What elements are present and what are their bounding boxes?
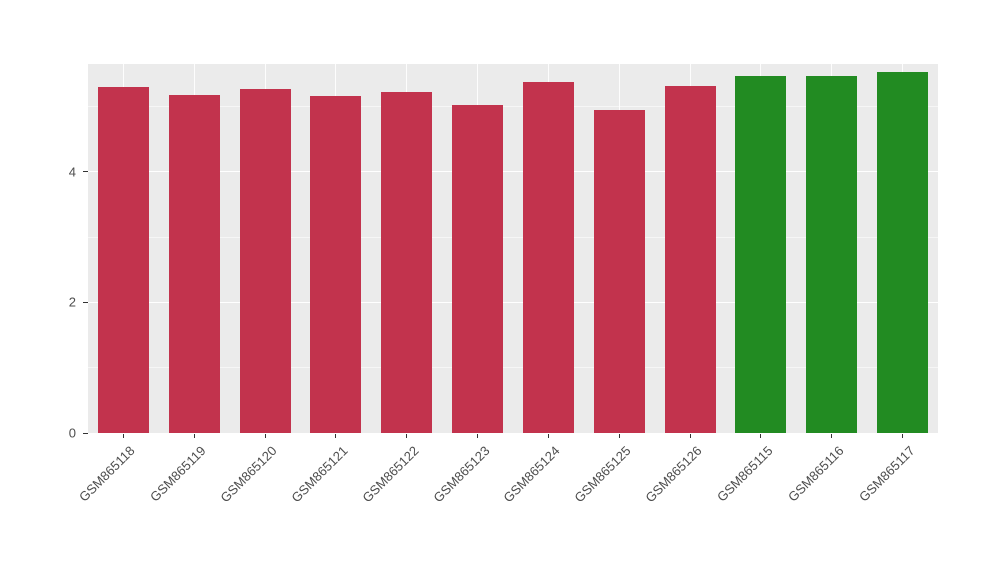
x-tick-label: GSM865116 — [784, 443, 847, 505]
gridline-minor — [88, 236, 938, 238]
x-tick-mark — [618, 433, 620, 438]
y-tick-mark — [83, 301, 88, 303]
plot-panel — [88, 64, 938, 434]
x-tick-label: GSM865124 — [500, 443, 564, 506]
gridline-major — [88, 171, 938, 173]
y-axis: 0 2 4 — [0, 64, 88, 441]
gridline-minor — [88, 367, 938, 369]
bar-GSM865119 — [168, 95, 220, 433]
x-tick-label: GSM865123 — [429, 443, 493, 506]
bar-GSM865115 — [735, 75, 787, 433]
bar-GSM865124 — [522, 82, 574, 433]
x-tick-mark — [760, 433, 762, 438]
x-tick-label: GSM865117 — [855, 443, 918, 505]
y-tick-mark — [83, 171, 88, 173]
bar-GSM865122 — [381, 92, 433, 433]
x-tick-label: GSM865115 — [713, 443, 776, 505]
y-tick-mark — [83, 432, 88, 434]
x-tick-label: GSM865119 — [147, 443, 209, 505]
bar-GSM865118 — [97, 86, 149, 433]
gridline-major — [88, 301, 938, 303]
y-tick-label: 2 — [68, 294, 76, 310]
x-tick-mark — [689, 433, 691, 438]
bar-GSM865117 — [877, 71, 929, 433]
bar-GSM865126 — [664, 86, 716, 433]
x-axis: GSM865118 GSM865119 GSM865120 GSM865121 GSM8… — [76, 433, 938, 573]
y-tick-label: 4 — [68, 164, 76, 180]
x-tick-label: GSM865126 — [642, 443, 705, 506]
x-tick-mark — [831, 433, 833, 438]
x-tick-mark — [122, 433, 124, 438]
x-tick-mark — [406, 433, 408, 438]
gridline-minor — [88, 105, 938, 107]
x-tick-label: GSM865122 — [359, 443, 422, 506]
x-tick-mark — [264, 433, 266, 438]
x-tick-label: GSM865120 — [217, 443, 280, 506]
x-tick-mark — [193, 433, 195, 438]
bar-GSM865120 — [239, 88, 291, 433]
x-tick-mark — [477, 433, 479, 438]
x-tick-mark — [547, 433, 549, 438]
y-tick-label: 0 — [68, 425, 76, 441]
x-tick-label: GSM865118 — [76, 443, 139, 505]
x-tick-mark — [902, 433, 904, 438]
bar-GSM865121 — [310, 96, 362, 433]
x-tick-label: GSM865125 — [571, 443, 634, 506]
x-tick-label: GSM865121 — [288, 443, 351, 506]
bar-GSM865125 — [593, 109, 645, 433]
gridline-major — [88, 432, 938, 434]
bar-GSM865123 — [452, 104, 504, 433]
x-tick-mark — [335, 433, 337, 438]
bar-GSM865116 — [806, 75, 858, 433]
